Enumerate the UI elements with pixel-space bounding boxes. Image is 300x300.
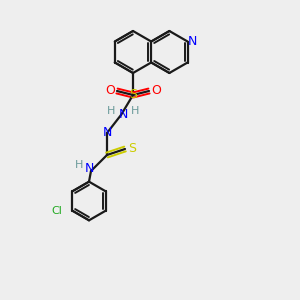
Text: O: O bbox=[105, 85, 115, 98]
Text: S: S bbox=[128, 142, 136, 155]
Text: N: N bbox=[188, 35, 197, 48]
Text: N: N bbox=[84, 163, 94, 176]
Text: H: H bbox=[75, 160, 83, 170]
Text: N: N bbox=[118, 109, 128, 122]
Text: Cl: Cl bbox=[51, 206, 62, 216]
Text: O: O bbox=[151, 85, 161, 98]
Text: S: S bbox=[129, 88, 137, 101]
Text: H: H bbox=[131, 106, 139, 116]
Text: N: N bbox=[102, 127, 112, 140]
Text: H: H bbox=[107, 106, 115, 116]
